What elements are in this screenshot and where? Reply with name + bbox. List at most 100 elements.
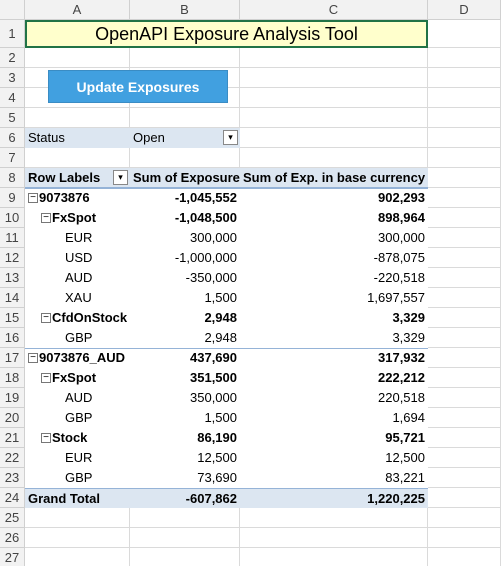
grid-cell xyxy=(240,528,428,548)
base-value: 95,721 xyxy=(385,430,425,445)
collapse-button[interactable]: − xyxy=(28,353,38,363)
grid-cell xyxy=(428,288,501,308)
row-header: 7 xyxy=(0,148,25,168)
grid-cell xyxy=(428,20,501,48)
pivot-header: Sum of Exp. in base currency xyxy=(240,168,428,188)
grid-cell xyxy=(25,48,130,68)
exposure-value: 351,500 xyxy=(190,370,237,385)
grid-cell xyxy=(130,508,240,528)
row-cell xyxy=(240,328,428,348)
row-cell xyxy=(240,348,428,368)
row-cell xyxy=(130,448,240,468)
row-cell xyxy=(130,188,240,208)
grid-cell xyxy=(240,108,428,128)
collapse-button[interactable]: − xyxy=(41,213,51,223)
row-header: 2 xyxy=(0,48,25,68)
column-header: D xyxy=(428,0,501,20)
grid-cell xyxy=(25,108,130,128)
base-value: 12,500 xyxy=(385,450,425,465)
collapse-button[interactable]: − xyxy=(41,433,51,443)
button[interactable]: Update Exposures xyxy=(48,70,228,103)
grid-cell xyxy=(428,528,501,548)
exposure-value: 2,948 xyxy=(204,310,237,325)
row-cell xyxy=(25,448,130,468)
grid-cell xyxy=(130,108,240,128)
exposure-value: 437,690 xyxy=(190,350,237,365)
row-cell xyxy=(25,368,130,388)
row-cell xyxy=(130,248,240,268)
grid-cell xyxy=(428,68,501,88)
grid-cell xyxy=(428,208,501,228)
grid-cell xyxy=(240,148,428,168)
grid-cell xyxy=(428,108,501,128)
row-cell xyxy=(130,308,240,328)
row-header: 19 xyxy=(0,388,25,408)
row-header: 1 xyxy=(0,20,25,48)
row-label: Stock xyxy=(52,430,88,445)
row-header: 14 xyxy=(0,288,25,308)
row-cell xyxy=(240,308,428,328)
row-cell xyxy=(25,268,130,288)
row-cell xyxy=(25,468,130,488)
row-header: 13 xyxy=(0,268,25,288)
row-cell xyxy=(240,288,428,308)
grid-cell xyxy=(428,508,501,528)
row-header: 22 xyxy=(0,448,25,468)
row-header: 15 xyxy=(0,308,25,328)
grand-total-label: Grand Total xyxy=(25,488,130,508)
row-label: FxSpot xyxy=(52,370,97,385)
row-header: 3 xyxy=(0,68,25,88)
exposure-value: 1,500 xyxy=(204,410,237,425)
row-header: 21 xyxy=(0,428,25,448)
row-header: 17 xyxy=(0,348,25,368)
grid-cell xyxy=(25,528,130,548)
exposure-value: 12,500 xyxy=(197,450,237,465)
row-cell xyxy=(25,328,130,348)
row-label: AUD xyxy=(65,270,93,285)
exposure-value: 350,000 xyxy=(190,390,237,405)
grid-cell xyxy=(25,548,130,566)
row-header: 27 xyxy=(0,548,25,566)
grid-cell xyxy=(130,528,240,548)
grid-cell xyxy=(428,548,501,566)
grid-cell xyxy=(130,548,240,566)
row-header: 23 xyxy=(0,468,25,488)
grid-cell xyxy=(240,508,428,528)
grid-cell xyxy=(428,268,501,288)
base-value: 898,964 xyxy=(378,210,425,225)
dropdown-button[interactable]: ▾ xyxy=(113,170,128,185)
row-cell xyxy=(130,408,240,428)
base-value: 3,329 xyxy=(392,310,425,325)
row-cell xyxy=(240,448,428,468)
grid-cell xyxy=(240,68,428,88)
base-value: 317,932 xyxy=(378,350,425,365)
base-value: 1,694 xyxy=(392,410,425,425)
collapse-button[interactable]: − xyxy=(28,193,38,203)
column-header: A xyxy=(25,0,130,20)
row-cell xyxy=(130,388,240,408)
base-value: 300,000 xyxy=(378,230,425,245)
row-cell xyxy=(25,388,130,408)
base-value: 220,518 xyxy=(378,390,425,405)
grid-cell xyxy=(428,228,501,248)
grid-cell xyxy=(428,468,501,488)
pivot-header: Sum of Exposure xyxy=(130,168,240,188)
row-label: GBP xyxy=(65,330,93,345)
base-value: -878,075 xyxy=(373,250,425,265)
row-cell xyxy=(240,188,428,208)
exposure-value: 2,948 xyxy=(204,330,237,345)
grid-cell xyxy=(240,88,428,108)
collapse-button[interactable]: − xyxy=(41,373,51,383)
grid-cell xyxy=(428,48,501,68)
grid-cell xyxy=(25,508,130,528)
row-header: 12 xyxy=(0,248,25,268)
row-label: EUR xyxy=(65,450,93,465)
grid-cell xyxy=(428,328,501,348)
dropdown-button[interactable]: ▾ xyxy=(223,130,238,145)
row-cell xyxy=(240,268,428,288)
row-header: 25 xyxy=(0,508,25,528)
row-cell xyxy=(240,228,428,248)
base-value: 83,221 xyxy=(385,470,425,485)
row-cell xyxy=(25,228,130,248)
collapse-button[interactable]: − xyxy=(41,313,51,323)
